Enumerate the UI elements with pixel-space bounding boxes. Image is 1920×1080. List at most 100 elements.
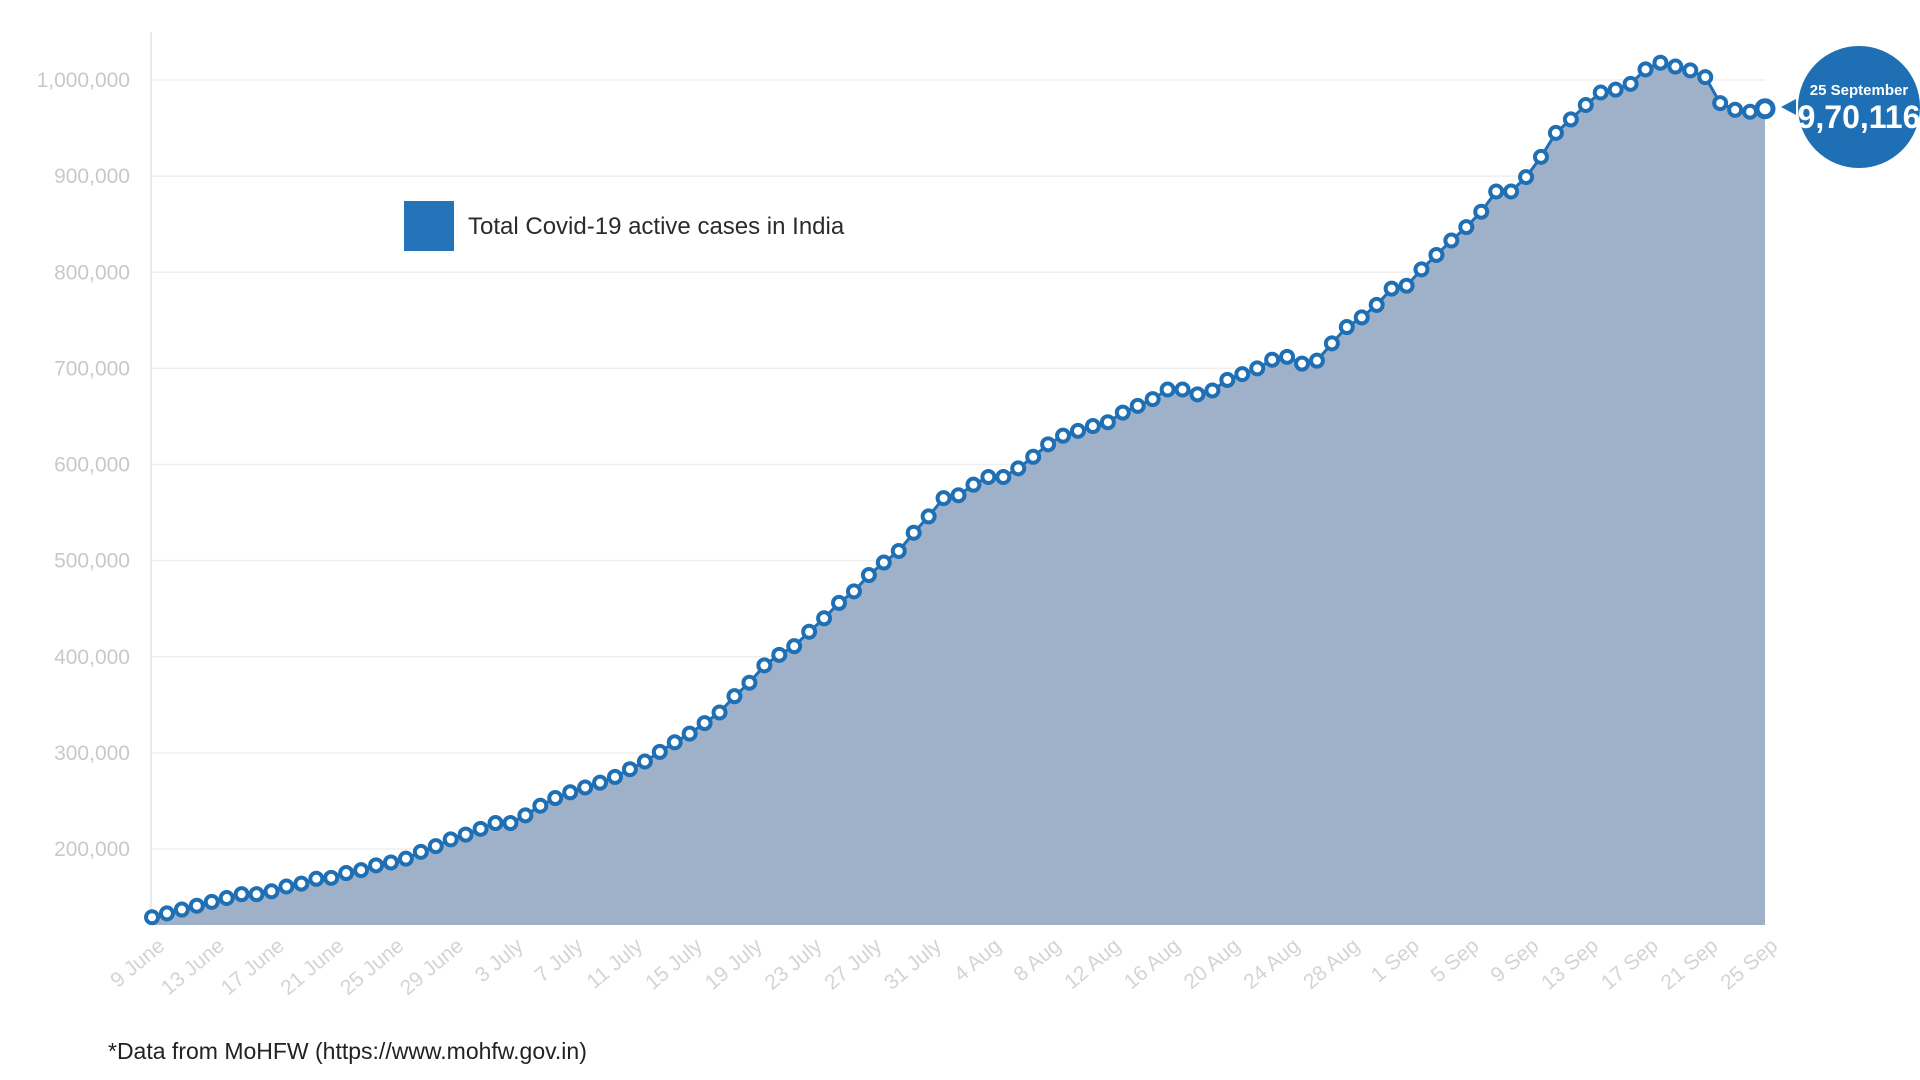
data-point: [801, 623, 818, 640]
data-point: [1742, 103, 1759, 120]
data-point: [1667, 58, 1684, 75]
data-point: [1712, 95, 1729, 112]
data-point: [577, 779, 594, 796]
x-tick-label: 12 Aug: [1060, 934, 1125, 994]
data-point: [890, 543, 907, 560]
data-point: [1652, 54, 1669, 71]
data-point: [233, 886, 250, 903]
callout-bubble: [1798, 46, 1920, 168]
data-point: [1099, 414, 1116, 431]
data-point: [293, 875, 310, 892]
data-point: [1592, 84, 1609, 101]
x-tick-label: 1 Sep: [1367, 934, 1424, 987]
x-tick-label: 31 July: [880, 934, 946, 995]
data-point: [502, 815, 519, 832]
data-point: [353, 862, 370, 879]
data-point: [1219, 371, 1236, 388]
data-point: [636, 753, 653, 770]
x-tick-label: 13 Sep: [1537, 934, 1603, 994]
data-point: [1144, 391, 1161, 408]
x-tick-label: 8 Aug: [1009, 934, 1065, 986]
data-point: [472, 820, 489, 837]
data-point: [532, 797, 549, 814]
callout-pointer: [1781, 99, 1796, 115]
data-point: [1189, 386, 1206, 403]
data-point: [278, 878, 295, 895]
x-tick-label: 11 July: [583, 934, 648, 994]
data-point: [1234, 366, 1251, 383]
data-point: [681, 725, 698, 742]
data-point: [218, 890, 235, 907]
x-tick-label: 29 June: [396, 934, 468, 1000]
data-point: [920, 508, 937, 525]
data-point: [1323, 335, 1340, 352]
data-point: [1727, 101, 1744, 118]
legend: Total Covid-19 active cases in India: [404, 201, 845, 251]
y-tick-label: 600,000: [54, 454, 130, 477]
data-point: [1562, 111, 1579, 128]
data-point: [980, 468, 997, 485]
data-point: [995, 468, 1012, 485]
data-point: [1174, 381, 1191, 398]
data-point: [1503, 183, 1520, 200]
data-point: [1443, 232, 1460, 249]
x-tick-label: 25 June: [336, 934, 408, 1000]
data-point: [517, 807, 534, 824]
data-point: [1637, 61, 1654, 78]
x-tick-label: 16 Aug: [1120, 934, 1185, 994]
data-point: [1428, 246, 1445, 263]
data-point: [1308, 352, 1325, 369]
data-point: [1338, 319, 1355, 336]
data-point: [845, 583, 862, 600]
data-point: [323, 869, 340, 886]
data-point: [1622, 75, 1639, 92]
y-tick-label: 1,000,000: [37, 69, 130, 92]
data-point: [1383, 280, 1400, 297]
data-point: [786, 638, 803, 655]
callout-value: 9,70,116: [1798, 99, 1920, 135]
data-point: [487, 815, 504, 832]
x-tick-label: 27 July: [820, 934, 886, 995]
data-point: [1249, 360, 1266, 377]
data-point: [1488, 183, 1505, 200]
legend-swatch: [404, 201, 454, 251]
data-point: [144, 909, 160, 926]
data-point: [592, 774, 609, 791]
data-point: [1204, 382, 1221, 399]
x-tick-label: 4 Aug: [950, 934, 1006, 986]
data-point: [935, 490, 952, 507]
data-point: [1532, 148, 1549, 165]
data-point: [397, 850, 414, 867]
x-tick-label: 5 Sep: [1427, 934, 1484, 987]
data-point: [1055, 427, 1072, 444]
data-point: [1129, 397, 1146, 414]
data-point: [1279, 348, 1296, 365]
y-tick-label: 300,000: [54, 742, 130, 765]
data-point: [442, 831, 459, 848]
data-point: [1040, 436, 1057, 453]
data-point: [248, 886, 265, 903]
x-tick-label: 24 Aug: [1239, 934, 1304, 994]
data-point: [1518, 169, 1535, 186]
x-tick-label: 20 Aug: [1180, 934, 1245, 994]
x-tick-label: 25 Sep: [1716, 934, 1782, 994]
data-point: [666, 734, 683, 751]
data-point: [950, 487, 967, 504]
y-tick-label: 500,000: [54, 550, 130, 573]
data-point: [1682, 62, 1699, 79]
data-point: [860, 567, 877, 584]
data-point: [1084, 418, 1101, 435]
data-point: [308, 870, 325, 887]
x-tick-label: 17 Sep: [1597, 934, 1663, 994]
data-point: [412, 843, 429, 860]
data-point: [1353, 309, 1370, 326]
data-point: [771, 646, 788, 663]
data-point: [831, 594, 848, 611]
y-tick-label: 200,000: [54, 838, 130, 861]
x-tick-label: 21 June: [276, 934, 348, 1000]
data-point: [1473, 203, 1490, 220]
data-point: [621, 761, 638, 778]
data-point: [606, 768, 623, 785]
y-tick-label: 900,000: [54, 165, 130, 188]
